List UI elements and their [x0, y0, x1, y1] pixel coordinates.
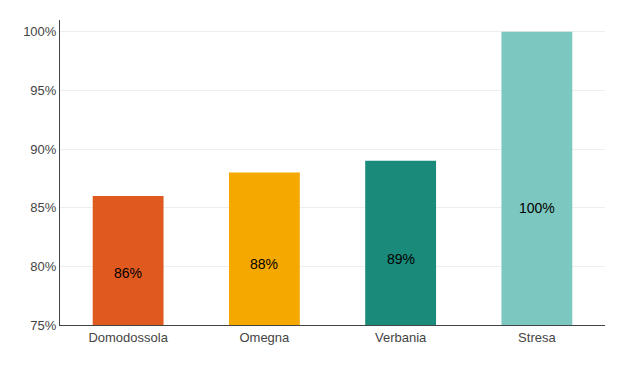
svg-text:89%: 89% — [387, 251, 415, 267]
svg-text:90%: 90% — [30, 142, 56, 157]
svg-text:75%: 75% — [30, 318, 56, 333]
svg-text:85%: 85% — [30, 200, 56, 215]
svg-text:86%: 86% — [114, 265, 142, 281]
svg-text:100%: 100% — [23, 24, 57, 39]
svg-text:88%: 88% — [250, 256, 278, 272]
svg-text:Omegna: Omegna — [239, 330, 290, 345]
svg-text:Stresa: Stresa — [518, 330, 556, 345]
svg-text:80%: 80% — [30, 259, 56, 274]
svg-text:100%: 100% — [519, 200, 555, 216]
svg-text:95%: 95% — [30, 83, 56, 98]
svg-text:Verbania: Verbania — [375, 330, 427, 345]
svg-text:Domodossola: Domodossola — [88, 330, 168, 345]
